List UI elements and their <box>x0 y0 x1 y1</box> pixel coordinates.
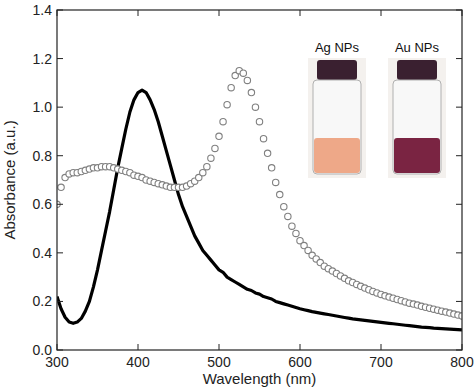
y-tick-label: 0.4 <box>33 245 53 261</box>
y-tick-right <box>456 252 462 253</box>
plot-frame <box>57 10 462 350</box>
vial-photo-bg <box>388 58 446 178</box>
inset-label: Au NPs <box>395 40 440 55</box>
y-tick-label: 1.2 <box>33 51 53 67</box>
vial-cap <box>397 60 437 80</box>
y-tick-label: 0.2 <box>33 293 53 309</box>
y-tick-right <box>456 58 462 59</box>
x-tick-label: 400 <box>126 354 150 370</box>
series-marker <box>228 85 234 91</box>
vial-glass <box>393 80 441 174</box>
vial-cap <box>317 60 357 80</box>
series-marker <box>208 155 214 161</box>
x-tick-label: 800 <box>450 354 474 370</box>
x-tick-top <box>57 10 58 16</box>
y-tick <box>57 10 63 11</box>
y-tick <box>57 155 63 156</box>
y-tick <box>57 204 63 205</box>
vial-liquid <box>394 138 440 173</box>
x-tick <box>138 344 139 350</box>
x-tick-top <box>219 10 220 16</box>
y-tick-right <box>456 155 462 156</box>
vial-inset <box>308 58 366 178</box>
y-tick-label: 0.0 <box>33 342 53 358</box>
y-tick-label: 0.8 <box>33 148 53 164</box>
x-tick-top <box>462 10 463 16</box>
x-tick-label: 700 <box>369 354 393 370</box>
series-marker <box>252 104 258 110</box>
y-tick-right <box>456 204 462 205</box>
y-tick <box>57 252 63 253</box>
series-marker <box>212 145 218 151</box>
y-tick <box>57 107 63 108</box>
x-tick-label: 600 <box>288 354 312 370</box>
plot-data <box>57 68 462 330</box>
series-marker <box>289 223 295 229</box>
y-tick-label: 1.4 <box>33 2 53 18</box>
x-tick <box>381 344 382 350</box>
series-marker <box>244 77 250 83</box>
series-marker <box>260 136 266 142</box>
series-marker <box>293 230 299 236</box>
series-marker <box>273 179 279 185</box>
series-marker <box>281 204 287 210</box>
inset-label: Ag NPs <box>315 40 360 55</box>
series-marker <box>264 150 270 156</box>
x-tick <box>219 344 220 350</box>
x-tick-top <box>138 10 139 16</box>
x-tick <box>57 344 58 350</box>
y-tick-right <box>456 10 462 11</box>
x-tick-top <box>381 10 382 16</box>
vial-photo-bg <box>308 58 366 178</box>
series-marker <box>216 133 222 139</box>
y-tick <box>57 301 63 302</box>
x-axis-label: Wavelength (nm) <box>203 370 317 387</box>
x-tick <box>462 344 463 350</box>
y-tick-label: 0.6 <box>33 196 53 212</box>
y-tick-right <box>456 301 462 302</box>
series-marker <box>220 119 226 125</box>
x-tick-label: 500 <box>207 354 231 370</box>
y-tick-label: 1.0 <box>33 99 53 115</box>
series-marker <box>285 213 291 219</box>
vial-inset <box>388 58 446 178</box>
series-marker <box>224 102 230 108</box>
chart-svg: Ag NPsAu NPs3004005006007008000.00.20.40… <box>0 0 474 390</box>
y-axis-label: Absorbance (a.u.) <box>1 120 18 239</box>
y-tick <box>57 58 63 59</box>
vial-liquid <box>314 138 360 173</box>
series-marker <box>277 191 283 197</box>
vial-glass <box>313 80 361 174</box>
series-marker <box>204 163 210 169</box>
y-tick-right <box>456 107 462 108</box>
series-marker <box>58 184 64 190</box>
y-tick <box>57 350 63 351</box>
series-marker <box>240 70 246 76</box>
chart-container: Ag NPsAu NPs3004005006007008000.00.20.40… <box>0 0 474 390</box>
series-marker <box>248 89 254 95</box>
series-marker <box>256 119 262 125</box>
series-marker <box>268 165 274 171</box>
series-line <box>57 90 462 330</box>
x-tick <box>300 344 301 350</box>
series-marker <box>200 170 206 176</box>
y-tick-right <box>456 350 462 351</box>
x-tick-top <box>300 10 301 16</box>
